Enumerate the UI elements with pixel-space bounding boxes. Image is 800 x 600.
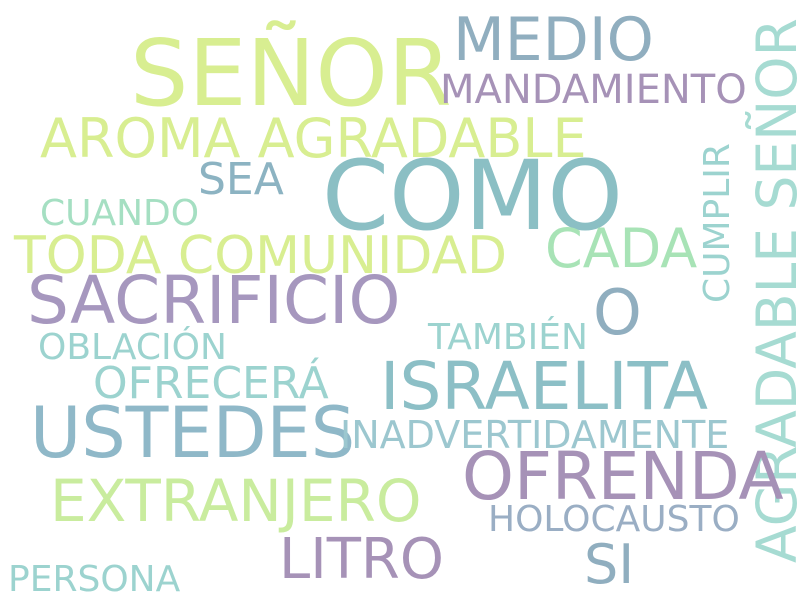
word-o: O bbox=[593, 276, 642, 349]
word-cada: CADA bbox=[545, 217, 698, 280]
word-holocausto: HOLOCAUSTO bbox=[488, 499, 740, 540]
word-litro: LITRO bbox=[279, 527, 444, 592]
word-ofrecera: OFRECERÁ bbox=[93, 358, 329, 409]
word-sacrificio: SACRIFICIO bbox=[27, 262, 401, 339]
word-cumplir: CUMPLIR bbox=[697, 143, 738, 303]
word-ofrenda: OFRENDA bbox=[462, 438, 784, 515]
word-mandamiento: MANDAMIENTO bbox=[440, 67, 747, 113]
word-si: SI bbox=[584, 533, 635, 596]
word-aroma-agradable: AROMA AGRADABLE bbox=[40, 107, 587, 170]
word-ustedes: USTEDES bbox=[30, 392, 356, 474]
word-sea: SEA bbox=[198, 154, 284, 205]
word-persona: PERSONA bbox=[8, 559, 181, 600]
word-extranjero: EXTRANJERO bbox=[50, 467, 422, 535]
word-oblacion: OBLACIÓN bbox=[38, 327, 227, 368]
word-senor: SEÑOR bbox=[130, 20, 452, 127]
word-tambien: TAMBIÉN bbox=[428, 317, 588, 358]
word-inadvertidamente: INADVERTIDAMENTE bbox=[340, 413, 730, 457]
word-toda-comunidad: TODA COMUNIDAD bbox=[14, 226, 508, 286]
word-cuando: CUANDO bbox=[40, 193, 200, 234]
word-como: COMO bbox=[322, 140, 623, 252]
word-israelita: ISRAELITA bbox=[380, 348, 708, 425]
word-medio: MEDIO bbox=[453, 5, 654, 75]
